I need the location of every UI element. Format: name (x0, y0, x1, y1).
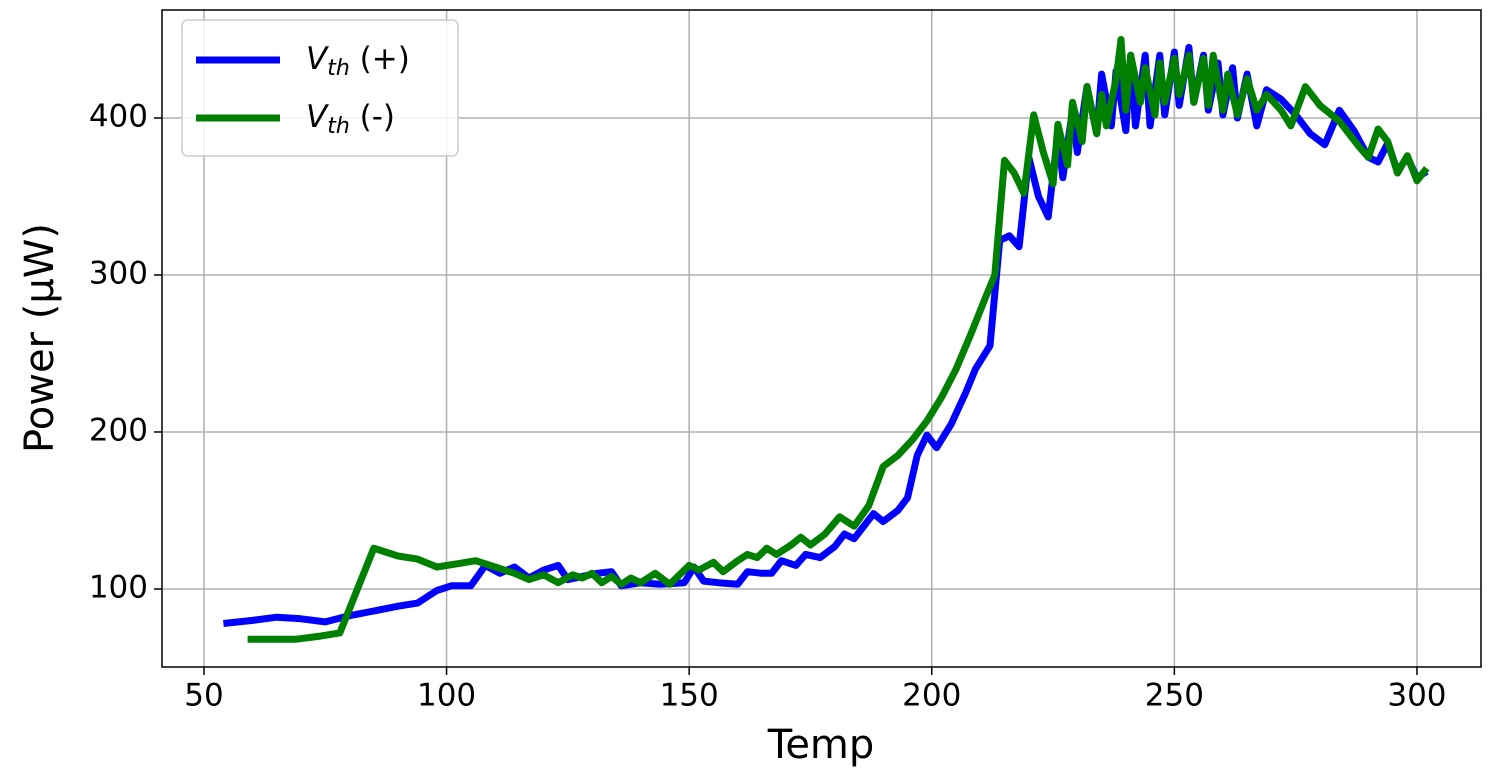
legend: Vth (+) Vth (-) (181, 19, 459, 157)
y-axis-label: Power (μW) (17, 223, 63, 453)
y-tick-label: 400 (89, 99, 148, 135)
y-tick-label: 100 (89, 569, 148, 605)
legend-label: Vth (+) (306, 41, 410, 82)
plot-frame (161, 9, 1482, 668)
x-tick-label: 100 (417, 678, 476, 714)
x-tick-label: 200 (902, 678, 961, 714)
x-tick-label: 150 (660, 678, 719, 714)
x-tick-label: 50 (184, 678, 223, 714)
x-tick-label: 300 (1387, 678, 1446, 714)
legend-box (181, 19, 459, 157)
x-axis-label: Temp (767, 722, 875, 768)
series-line (247, 36, 1430, 643)
lines (223, 36, 1430, 643)
y-tick-label: 300 (89, 255, 148, 291)
y-tick-label: 200 (89, 412, 148, 448)
legend-label: Vth (-) (306, 99, 395, 140)
x-tick-label: 250 (1145, 678, 1204, 714)
